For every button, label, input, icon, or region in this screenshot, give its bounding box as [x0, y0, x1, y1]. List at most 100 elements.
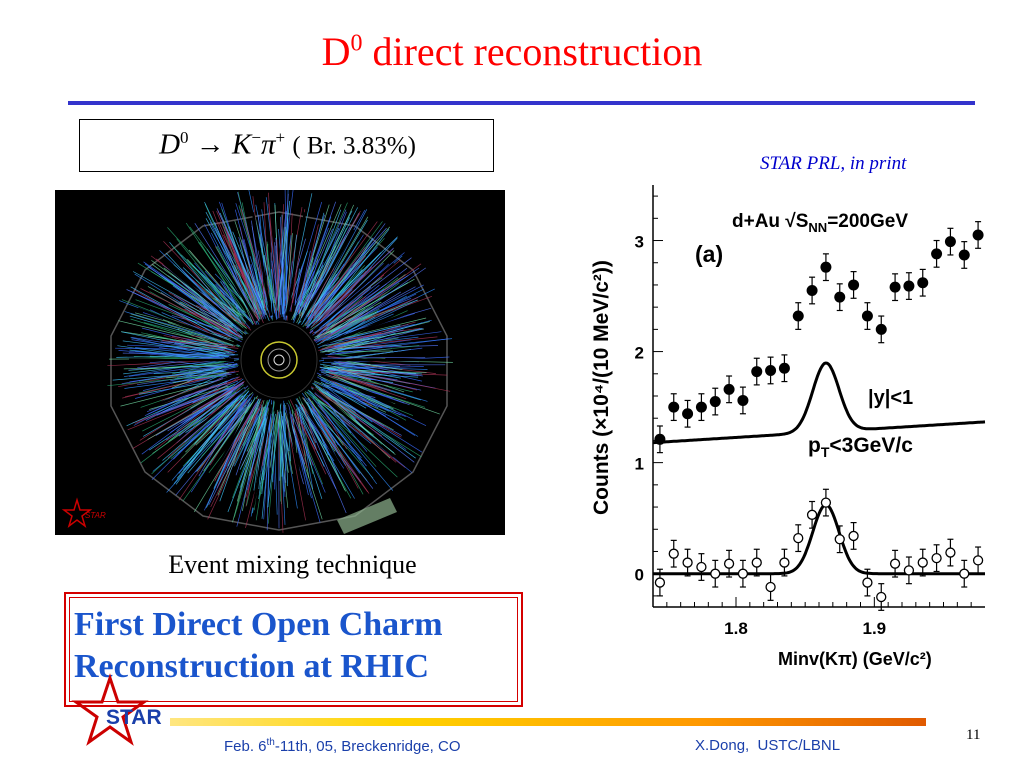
track — [118, 350, 223, 359]
track — [217, 399, 261, 496]
track — [327, 376, 389, 386]
decay-formula-box: D0 → K−π+ ( Br. 3.83%) — [79, 119, 494, 172]
sector-gap — [320, 374, 421, 413]
formula-k-sup: − — [251, 128, 261, 147]
track — [296, 398, 347, 492]
track — [329, 332, 396, 355]
track — [204, 270, 254, 323]
data-point-filled — [751, 366, 763, 378]
track — [122, 340, 226, 355]
data-point-open — [876, 591, 887, 603]
track — [284, 403, 289, 487]
data-points — [654, 221, 984, 611]
track — [186, 397, 244, 464]
track — [324, 329, 404, 351]
track — [275, 204, 285, 313]
track — [321, 336, 438, 350]
sector-gap — [251, 404, 273, 508]
track — [320, 270, 367, 321]
track — [235, 407, 260, 476]
track — [182, 267, 243, 325]
track — [190, 383, 235, 409]
slide-number: 11 — [966, 727, 981, 743]
decay-formula: D0 → K−π+ ( Br. 3.83%) — [80, 128, 495, 162]
track — [328, 373, 392, 391]
track — [330, 378, 407, 421]
data-point-open — [765, 581, 776, 593]
track — [159, 250, 236, 324]
track — [319, 319, 432, 351]
track — [163, 240, 241, 322]
track — [249, 255, 271, 318]
track — [171, 336, 236, 347]
track — [320, 313, 363, 343]
track — [322, 312, 378, 341]
logo-text: STAR — [106, 706, 162, 729]
track — [338, 369, 451, 392]
track — [237, 191, 265, 305]
title-main: D — [321, 29, 351, 74]
track — [157, 393, 238, 459]
track — [275, 237, 284, 315]
inner-ring-yellow — [260, 341, 298, 379]
track — [314, 301, 382, 340]
track — [132, 271, 233, 327]
data-point-filled — [931, 248, 943, 260]
track — [182, 397, 258, 501]
track — [309, 283, 332, 323]
track — [329, 382, 401, 416]
track — [123, 358, 230, 378]
track — [227, 398, 260, 467]
pt-cut-pre: p — [808, 434, 821, 457]
track — [162, 380, 239, 413]
track — [318, 391, 383, 437]
highlight-line-1: First Direct Open Charm — [74, 606, 443, 643]
track — [236, 400, 265, 502]
track — [322, 383, 373, 423]
sector-gap — [320, 307, 421, 346]
data-point-filled — [848, 279, 860, 291]
data-point-open — [751, 557, 762, 568]
track — [128, 362, 235, 377]
track — [320, 381, 367, 409]
data-point-open — [682, 557, 693, 568]
track — [172, 285, 238, 332]
track — [202, 304, 237, 336]
track — [322, 337, 399, 353]
data-point-open — [959, 568, 970, 579]
track — [243, 239, 261, 309]
track — [290, 416, 308, 469]
star-logo-icon-small — [61, 497, 93, 528]
track — [130, 286, 230, 343]
footer-date-pre: Feb. 6 — [224, 738, 267, 755]
track — [192, 265, 245, 313]
mass-spectrum-chart: 0 1 2 3 1.8 1.9 Counts (×10⁴/(10 MeV/c²)) Min… — [590, 185, 986, 669]
track — [185, 222, 247, 314]
track — [315, 296, 366, 334]
track — [309, 402, 337, 447]
highlight-inner-border — [69, 597, 518, 702]
track — [232, 400, 269, 499]
track — [304, 392, 344, 446]
track — [242, 401, 261, 450]
track — [283, 400, 286, 471]
fit-curve-signal-plus-background — [653, 361, 986, 445]
data-point-open — [723, 558, 735, 569]
track — [281, 410, 285, 477]
data-point-open — [931, 552, 942, 564]
track — [313, 223, 386, 320]
track — [309, 408, 346, 466]
track — [318, 388, 416, 459]
track — [270, 252, 273, 320]
track — [130, 313, 240, 347]
track — [312, 396, 362, 433]
track — [327, 376, 426, 408]
branching-ratio: ( Br. 3.83%) — [292, 132, 416, 160]
data-point-filled — [654, 433, 666, 445]
track — [330, 306, 374, 334]
track — [302, 279, 324, 308]
highlight-text: First Direct Open Charm Reconstruction a… — [74, 604, 443, 688]
track — [175, 375, 228, 379]
track — [316, 376, 387, 417]
track — [335, 366, 424, 370]
